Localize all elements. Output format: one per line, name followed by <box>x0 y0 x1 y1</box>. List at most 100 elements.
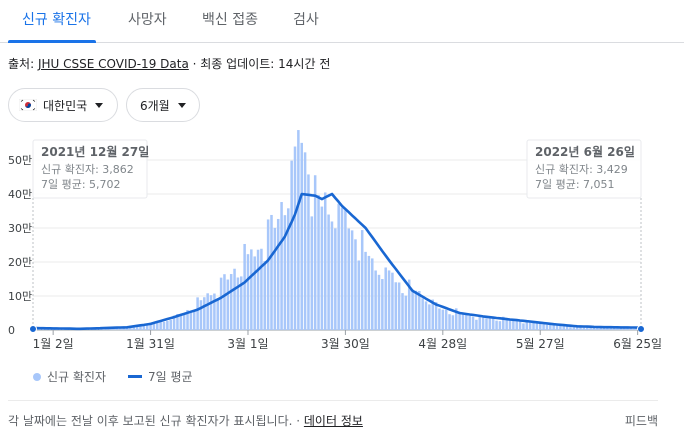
bar <box>347 228 351 330</box>
bar <box>233 268 236 330</box>
seven-day-average-line <box>33 192 641 331</box>
bar <box>522 323 525 330</box>
bar <box>216 298 220 330</box>
bar <box>545 324 549 330</box>
bar <box>290 160 293 330</box>
bar <box>512 320 515 330</box>
tab-vaccinations[interactable]: 백신 접종 <box>202 12 258 28</box>
bar <box>280 202 283 330</box>
tooltip-cases: 신규 확진자: 3,862 <box>41 163 134 176</box>
bar <box>622 328 626 330</box>
chevron-down-icon <box>95 102 104 108</box>
bar <box>203 297 206 330</box>
bar <box>397 282 401 330</box>
tab-tests[interactable]: 검사 <box>293 12 319 28</box>
bar <box>260 248 263 330</box>
bar <box>293 146 297 330</box>
bar <box>448 314 451 330</box>
data-info-link[interactable]: 데이터 정보 <box>303 414 363 428</box>
bar <box>401 293 404 330</box>
bar <box>562 325 565 330</box>
bar <box>626 328 629 330</box>
bar <box>468 315 471 330</box>
bar <box>334 228 337 330</box>
bar <box>330 221 334 330</box>
bar <box>176 313 179 330</box>
bar <box>159 322 162 330</box>
bar <box>616 328 619 330</box>
y-tick-label: 50만 <box>8 154 32 167</box>
x-tick-label: 3월 30일 <box>321 337 370 351</box>
bar <box>213 293 216 330</box>
source-line: 출처: JHU CSSE COVID-19 Data · 최종 업데이트: 14… <box>8 55 330 72</box>
bar <box>132 325 136 330</box>
source-link[interactable]: JHU CSSE COVID-19 Data <box>37 57 189 71</box>
bar <box>619 327 623 330</box>
bar <box>582 327 586 330</box>
bar <box>196 297 199 330</box>
bar <box>337 203 340 330</box>
bar <box>434 302 438 330</box>
bar <box>142 325 146 330</box>
bar <box>438 308 441 330</box>
bar <box>414 290 418 330</box>
range-dropdown[interactable]: 6개월 <box>126 88 200 122</box>
bar <box>518 321 522 330</box>
bar <box>585 327 589 330</box>
bar <box>192 310 196 330</box>
bar <box>109 328 112 330</box>
bar <box>263 261 267 330</box>
bar <box>381 279 384 330</box>
feedback-link[interactable]: 피드백 <box>624 414 658 428</box>
bar <box>458 312 461 330</box>
bar <box>310 216 314 330</box>
bar <box>344 210 347 330</box>
bar <box>498 321 502 330</box>
footer-note: 각 날짜에는 전날 이후 보고된 신규 확진자가 표시됩니다. · 데이터 정보 <box>8 412 363 429</box>
bar <box>287 208 290 330</box>
cases-chart[interactable]: 0 10만 20만 30만 40만 50만 1월 2일 1월 31일 3월 1일 3월 30일 4월… <box>0 130 684 362</box>
bar <box>431 299 434 330</box>
range-label: 6개월 <box>140 98 170 113</box>
bar <box>364 251 367 330</box>
bar <box>320 206 324 330</box>
bar <box>428 304 431 330</box>
bar <box>172 315 176 330</box>
bar <box>115 327 119 330</box>
bar <box>367 255 371 330</box>
y-tick-label: 40만 <box>8 188 32 201</box>
bar <box>606 327 609 330</box>
y-tick-label: 20만 <box>8 256 32 269</box>
bar <box>139 324 142 330</box>
bar <box>169 320 172 330</box>
bar <box>387 270 391 330</box>
bar <box>599 327 602 330</box>
bar <box>236 277 240 330</box>
bar <box>444 309 448 330</box>
bar <box>135 325 139 330</box>
region-dropdown[interactable]: 대한민국 <box>8 88 118 122</box>
legend-line-label: 7일 평균 <box>148 370 193 384</box>
bar <box>166 320 169 330</box>
tab-deaths[interactable]: 사망자 <box>128 12 167 28</box>
bar <box>559 325 562 330</box>
bar <box>162 321 166 330</box>
bar <box>374 270 377 330</box>
korea-flag-icon <box>19 99 37 111</box>
bar <box>253 256 256 330</box>
source-suffix: · 최종 업데이트: 14시간 전 <box>188 57 331 71</box>
bar <box>505 319 508 330</box>
bar <box>404 295 408 330</box>
y-tick-label: 10만 <box>8 290 32 303</box>
tab-new-cases[interactable]: 신규 확진자 <box>22 12 91 28</box>
x-tick-label: 3월 1일 <box>227 337 268 351</box>
bar <box>421 298 424 330</box>
bar <box>206 293 209 330</box>
x-tick-label: 6월 25일 <box>613 337 662 351</box>
x-tick-label: 1월 2일 <box>33 337 74 351</box>
bar <box>297 130 300 330</box>
bar <box>515 320 518 330</box>
bar <box>357 260 361 330</box>
